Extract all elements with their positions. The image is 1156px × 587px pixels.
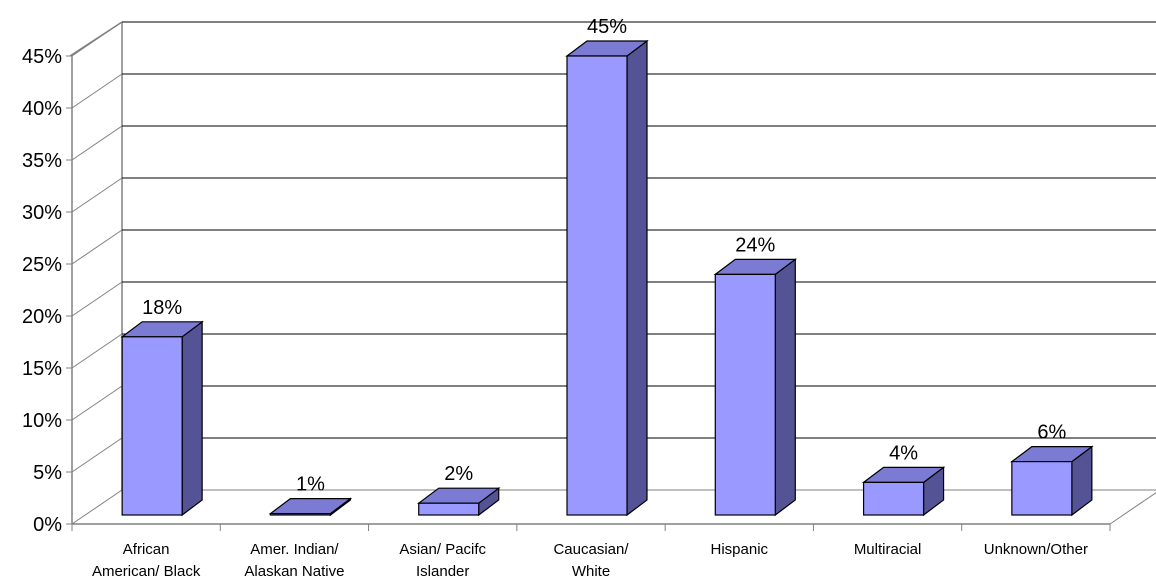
gridline-diagonal [71,177,123,213]
data-labels: 18% 1% 2% 45% 24% 4% 6% [142,16,1066,496]
gridline-diagonal [71,281,123,317]
y-tick-label: 0% [33,514,62,536]
bar [120,320,204,517]
data-label: 18% [142,297,182,319]
data-label: 6% [1037,422,1066,444]
bar-front [121,336,183,516]
bar-side [774,258,796,517]
y-tick-label: 5% [33,462,62,484]
x-category-label: African [123,541,170,558]
y-tick-label: 15% [22,358,62,380]
bars [120,39,1094,517]
data-label: 24% [735,234,775,256]
top-left-depth-edge [69,21,123,57]
x-category-label: Alaskan Native [244,563,344,580]
x-category-label: Hispanic [711,541,769,558]
y-tick-label: 30% [22,202,62,224]
bar-front [269,512,332,516]
axes [69,21,1111,531]
bar [861,466,946,517]
x-category-label: Islander [416,563,469,580]
x-category-label: White [572,563,610,580]
bar-front [1011,461,1073,516]
bar-front [714,273,776,516]
gridline-diagonal [71,73,123,109]
x-category-label: Multiracial [854,541,922,558]
bar-side [626,39,648,517]
bar [713,258,798,517]
gridline-diagonal [71,125,123,161]
data-label: 2% [444,463,473,485]
x-category-label: American/ Black [92,563,201,580]
x-axis-categories: African American/ Black Amer. Indian/Alask… [92,541,1088,580]
y-tick-label: 10% [22,410,62,432]
bar [565,39,649,517]
y-tick-label: 45% [22,46,62,68]
x-category-label: Unknown/Other [984,541,1088,558]
bar-top [268,498,353,515]
bar [1010,445,1094,517]
gridline-diagonal [71,333,123,369]
y-axis-ticks: 0% 5% 10% 15% 20% 25% 30% 35% 40% 45% [22,46,72,536]
data-label: 1% [296,474,325,496]
data-label: 45% [587,16,627,38]
gridline-diagonal [71,489,123,525]
x-category-label: Amer. Indian/ [250,541,339,558]
bar [268,497,353,517]
bar-front [566,55,628,516]
bar [416,487,501,517]
gridline-diagonal [71,437,123,473]
bar-front [862,481,925,516]
y-tick-label: 25% [22,254,62,276]
x-category-label: Asian/ Pacifc [399,541,486,558]
y-tick-label: 40% [22,98,62,120]
y-tick-label: 20% [22,306,62,328]
floor-right-edge [1109,492,1156,525]
bar-front [418,502,480,516]
bar-side [181,320,203,517]
y-tick-label: 35% [22,150,62,172]
gridline-diagonal [71,229,123,265]
x-category-label: Caucasian/ [553,541,629,558]
data-label: 4% [889,442,918,464]
gridline-diagonal [71,385,123,421]
